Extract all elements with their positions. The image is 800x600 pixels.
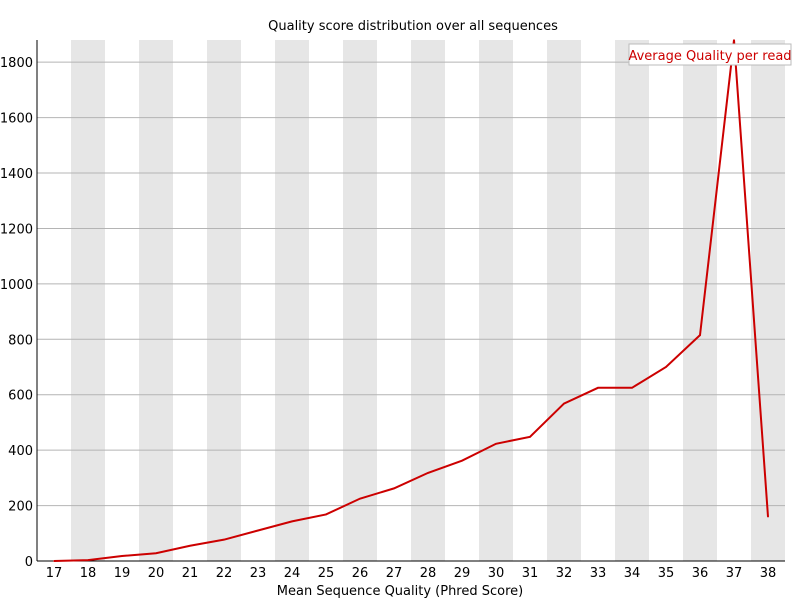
legend: Average Quality per read [628,43,792,66]
data-point [529,436,531,438]
legend-entry-label: Average Quality per read [628,49,791,64]
data-point [699,334,701,336]
x-tick-label: 36 [692,566,709,581]
data-point [189,544,191,547]
column-band [275,40,309,561]
x-tick-label: 35 [658,566,675,581]
x-tick-label: 34 [624,566,641,581]
y-tick-labels: 0 200 400 600 800 1000 1200 1400 1600 1800 [0,56,33,570]
x-tick-label: 31 [522,566,539,581]
x-tick-label: 18 [80,566,97,581]
data-point [155,552,157,555]
x-tick-label: 29 [454,566,471,581]
y-tick-label: 1200 [0,222,33,237]
column-band [683,40,717,561]
x-tick-label: 19 [114,566,131,581]
data-point [257,529,259,532]
column-band [615,40,649,561]
grid-lines [37,61,785,507]
series-layer [53,39,769,562]
y-tick-label: 600 [8,389,33,404]
column-band [547,40,581,561]
column-band [751,40,785,561]
data-point [121,555,123,557]
x-tick-label: 20 [148,566,165,581]
x-tick-label: 24 [284,566,301,581]
column-bands [71,40,785,561]
x-tick-label: 25 [318,566,335,581]
x-tick-label: 28 [420,566,437,581]
x-tick-label: 37 [726,566,743,581]
x-tick-label: 38 [760,566,777,581]
y-tick-label: 0 [25,555,33,570]
x-tick-label: 21 [182,566,199,581]
data-point [563,402,565,405]
x-tick-label: 33 [590,566,607,581]
data-point [427,472,429,474]
x-tick-labels: 17 18 19 20 21 22 23 24 25 26 27 28 29 30 31 32 33 34 35 36… [46,566,777,581]
x-tick-label: 23 [250,566,267,581]
data-point [767,515,769,518]
series-line [53,39,769,562]
y-tick-label: 800 [8,333,33,348]
chart-title: Quality score distribution over all sequ… [268,19,558,34]
x-tick-label: 17 [46,566,63,581]
data-point [359,497,361,500]
column-band [71,40,105,561]
x-tick-label: 32 [556,566,573,581]
data-point [597,386,599,389]
y-tick-label: 400 [8,444,33,459]
legend-box [628,43,792,66]
y-tick-label: 200 [8,500,33,515]
x-tick-label: 26 [352,566,369,581]
y-tick-label: 1400 [0,167,33,182]
column-band [207,40,241,561]
column-band [139,40,173,561]
data-point [461,459,463,462]
data-point [495,442,497,445]
data-point [325,513,327,516]
data-point [665,366,667,368]
axes [36,40,785,562]
x-tick-label: 27 [386,566,403,581]
x-axis-label: Mean Sequence Quality (Phred Score) [277,584,523,599]
data-point [223,538,225,541]
data-point [87,559,89,561]
column-band [411,40,445,561]
data-point [53,560,55,562]
data-point [393,487,395,490]
column-band [479,40,513,561]
y-tick-label: 1000 [0,278,33,293]
data-point [733,39,735,41]
y-tick-label: 1800 [0,56,33,71]
data-point [291,520,293,523]
x-tick-label: 30 [488,566,505,581]
y-tick-label: 1600 [0,112,33,127]
column-band [343,40,377,561]
data-point [631,386,633,389]
x-tick-label: 22 [216,566,233,581]
